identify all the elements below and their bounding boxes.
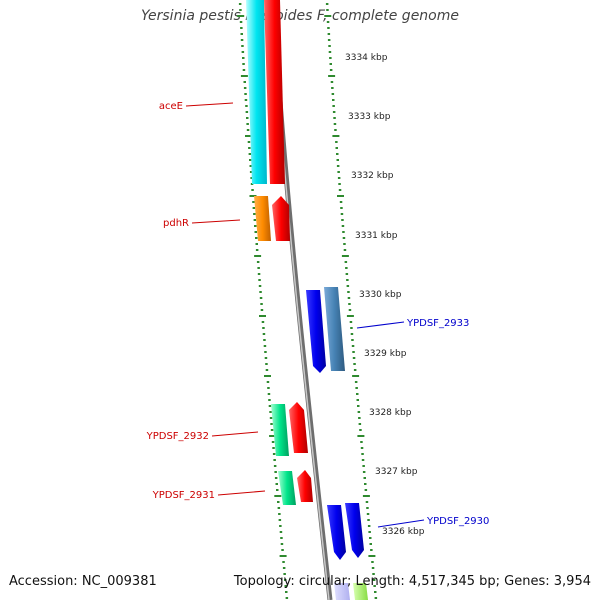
ruler-label: 3329 kbp	[364, 349, 407, 359]
ruler-label: 3326 kbp	[382, 527, 425, 537]
gene-label-ypdsf-2932[interactable]: YPDSF_2932	[146, 431, 209, 442]
accession-text: Accession: NC_009381	[9, 574, 157, 589]
gene-arrow-red-2[interactable]	[272, 196, 290, 241]
leader-ypdsf-2931	[217, 490, 266, 496]
map-title: Yersinia pestis Pestoides F, complete ge…	[141, 8, 459, 24]
gene-block-red-top[interactable]	[264, 0, 285, 184]
gene-label-acee[interactable]: aceE	[159, 101, 183, 112]
gene-block-ypdsf-2932[interactable]	[271, 404, 289, 456]
gene-block-pdhr[interactable]	[254, 196, 271, 241]
gene-block-acee[interactable]	[246, 0, 267, 184]
ruler-label: 3328 kbp	[369, 408, 412, 418]
gene-arrow-ypdsf-2930-b[interactable]	[345, 503, 364, 558]
leader-ypdsf-2933	[356, 321, 405, 329]
leader-ypdsf-2932	[211, 431, 259, 437]
gene-arrow-ypdsf-2931-red[interactable]	[297, 470, 313, 502]
leader-lines	[185, 102, 425, 528]
gene-block-partial-lavender[interactable]	[334, 583, 350, 600]
ruler-label: 3331 kbp	[355, 231, 398, 241]
ruler-label: 3327 kbp	[375, 467, 418, 477]
gene-block-ypdsf-2933-b[interactable]	[324, 287, 345, 371]
leader-ypdsf-2930	[377, 519, 425, 528]
gene-label-pdhr[interactable]: pdhR	[163, 218, 189, 229]
ruler-labels: 3334 kbp 3333 kbp 3332 kbp 3331 kbp 3330…	[345, 53, 425, 537]
ruler-label: 3334 kbp	[345, 53, 388, 63]
gene-label-ypdsf-2933[interactable]: YPDSF_2933	[406, 318, 469, 329]
leader-pdhr	[191, 219, 241, 224]
gene-label-ypdsf-2931[interactable]: YPDSF_2931	[152, 490, 215, 501]
gene-arrow-ypdsf-2933-a[interactable]	[306, 290, 326, 373]
genome-stats-text: Topology: circular; Length: 4,517,345 bp…	[233, 574, 591, 589]
gene-arrow-ypdsf-2932-red[interactable]	[289, 402, 308, 453]
gene-label-ypdsf-2930[interactable]: YPDSF_2930	[426, 516, 489, 527]
gene-arrow-ypdsf-2930-a[interactable]	[327, 505, 346, 560]
gene-block-partial-lime[interactable]	[353, 583, 368, 600]
gene-block-ypdsf-2931[interactable]	[278, 471, 296, 505]
leader-acee	[185, 102, 234, 107]
ruler-label: 3330 kbp	[359, 290, 402, 300]
ruler-label: 3333 kbp	[348, 112, 391, 122]
ruler-label: 3332 kbp	[351, 171, 394, 181]
